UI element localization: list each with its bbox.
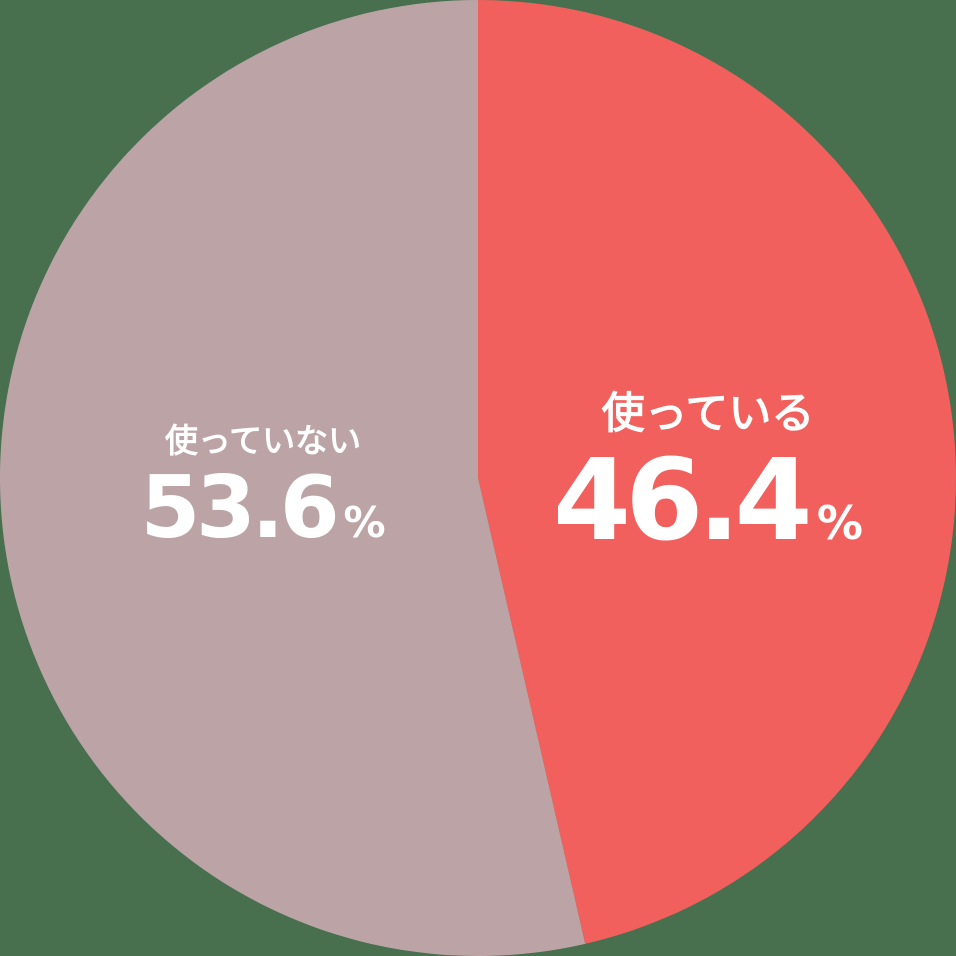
slice-value-using: 46.4 %: [538, 445, 878, 557]
pie-slice-not-using: [0, 0, 586, 956]
slice-label-not-using: 使っていない: [164, 421, 362, 460]
percent-sign-not-using: %: [343, 497, 386, 547]
slice-value-not-using: 53.6 %: [108, 465, 418, 551]
label-group-using: 使っている 46.4 %: [538, 389, 878, 557]
slice-percent-not-using: 53.6: [140, 457, 339, 558]
pie-slice-using: [478, 0, 956, 944]
label-group-not-using: 使っていない 53.6 %: [108, 421, 418, 551]
slice-percent-using: 46.4: [552, 436, 813, 567]
slice-label-using: 使っている: [601, 389, 815, 439]
percent-sign-using: %: [816, 496, 864, 551]
